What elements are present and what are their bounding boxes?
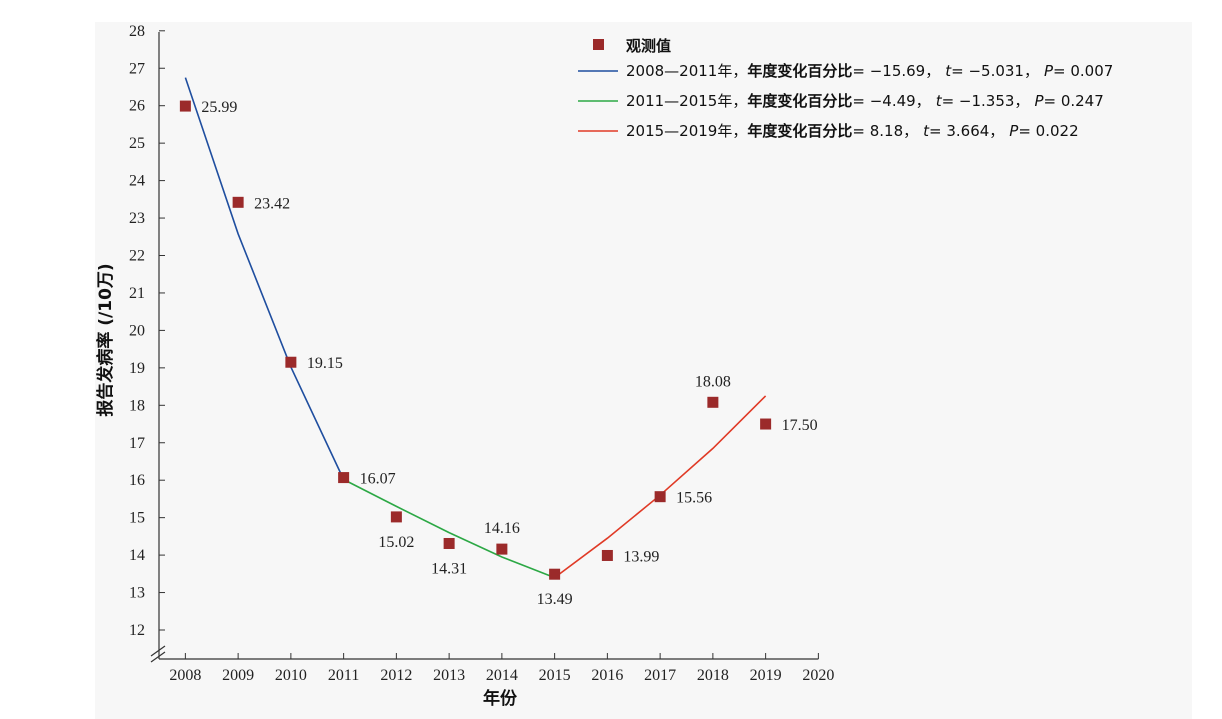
data-label: 14.16 — [484, 520, 520, 537]
x-tick-label: 2008 — [169, 667, 201, 684]
x-tick-label: 2020 — [802, 667, 834, 684]
legend-label-fit-3: 2015—2019年，年度变化百分比= 8.18， t= 3.664， P= 0.0… — [626, 122, 1079, 140]
legend-stat-symbol: P — [1009, 122, 1019, 140]
legend-text-part: 年度变化百分比 — [747, 122, 852, 140]
y-tick-label: 25 — [129, 135, 145, 152]
legend-text-part: = 3.664， — [929, 122, 1004, 140]
legend-label-fit-1: 2008—2011年，年度变化百分比= −15.69， t= −5.031， P= … — [626, 62, 1113, 80]
fit-line-3 — [554, 395, 767, 579]
axis-break-mark — [150, 651, 166, 663]
legend-text-part: 2008—2011年， — [626, 62, 747, 80]
x-tick-label: 2010 — [275, 667, 307, 684]
data-label: 16.07 — [360, 471, 396, 488]
y-tick-label: 24 — [129, 173, 145, 190]
legend-text-part: = 0.007 — [1053, 62, 1113, 80]
y-tick-label: 15 — [129, 510, 145, 527]
x-axis-title: 年份 — [483, 688, 518, 709]
observed-point — [707, 396, 719, 408]
legend-stat-symbol: t — [945, 62, 952, 80]
y-tick-label: 21 — [129, 285, 145, 302]
y-tick-label: 17 — [129, 435, 145, 452]
legend-text-part: = 0.247 — [1043, 92, 1103, 110]
fit-line-2 — [343, 478, 555, 579]
observed-point — [179, 100, 191, 112]
observed-point — [285, 356, 297, 368]
data-label: 13.99 — [623, 548, 659, 565]
legend-label-observed: 观测值 — [626, 37, 671, 55]
x-tick-label: 2011 — [328, 667, 359, 684]
data-labels: 25.99 23.42 19.15 16.07 15.02 14.31 14.16 13.49… — [201, 99, 817, 608]
data-label: 15.56 — [676, 490, 712, 507]
legend-text-part: 年度变化百分比 — [747, 92, 852, 110]
x-tick-label: 2009 — [222, 667, 254, 684]
axes: 12 13 14 15 16 17 18 19 20 21 22 23 24 25 26 27 28 2008 20… — [95, 23, 834, 709]
legend-stat-symbol: P — [1044, 62, 1054, 80]
legend-text-part: = 0.022 — [1018, 122, 1078, 140]
x-tick-label: 2015 — [539, 667, 571, 684]
legend-stat-symbol: t — [923, 122, 930, 140]
y-tick-label: 14 — [129, 547, 145, 564]
observed-point — [232, 196, 244, 208]
legend-text-part: = −1.353， — [942, 92, 1030, 110]
y-tick-label: 18 — [129, 397, 145, 414]
y-tick-label: 16 — [129, 472, 145, 489]
y-tick-label: 26 — [129, 98, 145, 115]
x-tick-label: 2017 — [644, 667, 676, 684]
legend-text-part: 2015—2019年， — [626, 122, 747, 140]
data-label: 17.50 — [782, 417, 818, 434]
y-tick-label: 23 — [129, 210, 145, 227]
x-tick-label: 2013 — [433, 667, 465, 684]
legend-text-part: = −15.69， — [852, 62, 940, 80]
legend-marker-observed — [593, 39, 604, 50]
data-label: 25.99 — [201, 99, 237, 116]
data-label: 13.49 — [537, 591, 573, 608]
observed-point — [549, 568, 561, 580]
y-tick-label: 19 — [129, 360, 145, 377]
legend-text-part: = 8.18， — [852, 122, 918, 140]
x-tick-label: 2016 — [591, 667, 623, 684]
legend-text-part: 年度变化百分比 — [747, 62, 852, 80]
y-tick-label: 12 — [129, 622, 145, 639]
x-tick-label: 2019 — [750, 667, 782, 684]
observed-point — [601, 549, 613, 561]
x-tick-label: 2014 — [486, 667, 518, 684]
x-tick-label: 2012 — [380, 667, 412, 684]
axis-break-mark — [150, 645, 166, 657]
legend-stat-symbol: P — [1034, 92, 1044, 110]
data-label: 14.31 — [431, 560, 467, 577]
legend-stat-symbol: t — [936, 92, 943, 110]
observed-points — [179, 100, 772, 580]
observed-point — [338, 472, 350, 484]
data-label: 19.15 — [307, 355, 343, 372]
y-tick-label: 28 — [129, 23, 145, 40]
x-tick-label: 2018 — [697, 667, 729, 684]
observed-point — [496, 543, 508, 555]
data-label: 15.02 — [378, 534, 414, 551]
fit-line-1 — [184, 77, 345, 480]
y-tick-label: 20 — [129, 322, 145, 339]
observed-point — [443, 537, 455, 549]
y-axis-title: 报告发病率 (/10万) — [95, 263, 116, 416]
plot-background — [95, 22, 1192, 719]
data-label: 18.08 — [695, 373, 731, 390]
y-tick-label: 22 — [129, 248, 145, 265]
observed-point — [654, 491, 666, 503]
y-tick-label: 13 — [129, 585, 145, 602]
observed-point — [760, 418, 772, 430]
y-tick-label: 27 — [129, 60, 145, 77]
legend-text-part: 2011—2015年， — [626, 92, 747, 110]
legend-label-fit-2: 2011—2015年，年度变化百分比= −4.49， t= −1.353， P= 0… — [626, 92, 1104, 110]
observed-point — [390, 511, 402, 523]
legend-text-part: = −4.49， — [852, 92, 930, 110]
data-label: 23.42 — [254, 195, 290, 212]
legend-text-part: = −5.031， — [951, 62, 1039, 80]
